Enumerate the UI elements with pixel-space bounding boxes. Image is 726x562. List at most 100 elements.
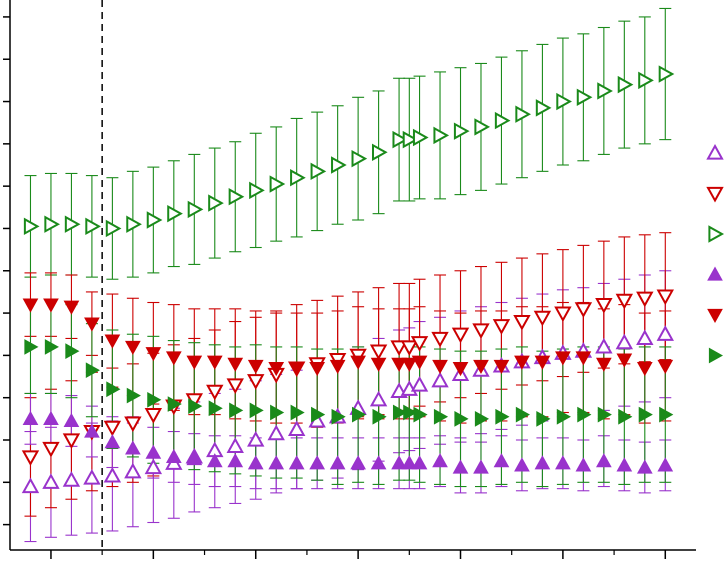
data-point: [22, 298, 39, 313]
data-point: [227, 453, 244, 468]
data-point: [597, 82, 613, 100]
data-point: [247, 455, 264, 470]
data-point: [534, 455, 551, 470]
data-point: [638, 406, 653, 423]
data-point: [24, 339, 39, 355]
legend-marker-triangle-down-filled: [707, 308, 723, 324]
series-triangle-down-open: [21, 289, 674, 466]
data-point: [226, 437, 244, 453]
data-point: [186, 355, 203, 370]
data-point: [410, 336, 429, 352]
data-point: [125, 340, 141, 355]
data-point: [269, 175, 286, 193]
data-point: [370, 455, 387, 470]
data-point: [208, 400, 223, 417]
data-point: [350, 355, 366, 370]
data-point: [371, 143, 388, 162]
data-point: [146, 211, 163, 229]
data-point: [64, 215, 81, 233]
data-point: [188, 398, 203, 415]
legend-marker-triangle-right-open: [708, 225, 725, 243]
data-point: [145, 347, 162, 362]
data-point: [453, 122, 470, 140]
data-point: [125, 440, 141, 455]
data-point: [104, 434, 121, 449]
errorbars-triangle-right-filled: [24, 299, 672, 488]
data-point: [144, 408, 163, 424]
data-point: [452, 459, 469, 474]
data-point: [595, 337, 613, 354]
data-point: [65, 343, 80, 360]
data-point: [288, 455, 305, 470]
errorbars-triangle-right-open: [24, 7, 672, 280]
data-point: [63, 300, 80, 315]
data-point: [228, 188, 245, 206]
errorbars-triangle-up-open: [24, 270, 672, 543]
series-triangle-right-filled: [24, 339, 674, 427]
data-point: [290, 404, 305, 421]
data-point: [472, 323, 490, 340]
data-point: [329, 455, 346, 470]
data-point: [167, 396, 182, 412]
data-point: [432, 359, 448, 374]
data-point: [103, 420, 122, 437]
data-point: [267, 424, 285, 441]
data-point: [331, 408, 346, 425]
series-triangle-right-open: [23, 65, 675, 238]
data-point: [636, 329, 654, 346]
data-point: [515, 406, 530, 423]
data-point: [575, 351, 592, 366]
data-point: [451, 327, 470, 344]
data-point: [21, 450, 40, 466]
data-point: [331, 156, 347, 174]
data-point: [103, 466, 122, 483]
legend-marker-triangle-right-filled: [708, 347, 724, 364]
data-point: [350, 455, 366, 470]
data-point: [574, 302, 593, 318]
data-point: [187, 200, 204, 219]
data-point: [657, 457, 674, 472]
data-point: [515, 105, 531, 123]
data-point: [329, 359, 346, 374]
data-point: [392, 130, 409, 149]
data-point: [23, 217, 40, 236]
data-point: [62, 433, 81, 450]
data-point: [287, 420, 306, 437]
data-point: [615, 293, 634, 310]
data-point: [596, 453, 612, 468]
data-point: [473, 459, 489, 474]
data-point: [636, 291, 654, 308]
data-point: [167, 204, 183, 223]
data-point: [311, 406, 326, 423]
data-point: [452, 361, 469, 377]
data-point: [556, 408, 571, 425]
data-point: [474, 410, 490, 427]
data-point: [534, 355, 551, 370]
data-point: [249, 181, 265, 200]
data-point: [492, 319, 511, 335]
data-point: [493, 453, 510, 468]
data-point: [533, 310, 552, 327]
legend-marker-triangle-up-open: [706, 143, 724, 160]
data-point: [402, 130, 419, 149]
data-point: [105, 219, 122, 238]
data-point: [390, 340, 408, 356]
data-point: [104, 334, 121, 349]
legend: [706, 143, 725, 364]
data-point: [411, 355, 428, 370]
data-point: [84, 423, 100, 438]
data-point: [391, 455, 407, 470]
data-point: [43, 410, 59, 425]
data-point: [403, 404, 418, 421]
data-point: [247, 359, 264, 374]
data-point: [454, 410, 469, 427]
data-point: [595, 298, 613, 314]
data-point: [400, 340, 419, 356]
data-point: [616, 353, 633, 368]
data-point: [369, 390, 388, 407]
data-point: [433, 126, 450, 145]
data-point: [106, 381, 121, 398]
data-point: [249, 402, 264, 419]
axes-layer: [9, 0, 696, 551]
data-point: [556, 92, 572, 111]
